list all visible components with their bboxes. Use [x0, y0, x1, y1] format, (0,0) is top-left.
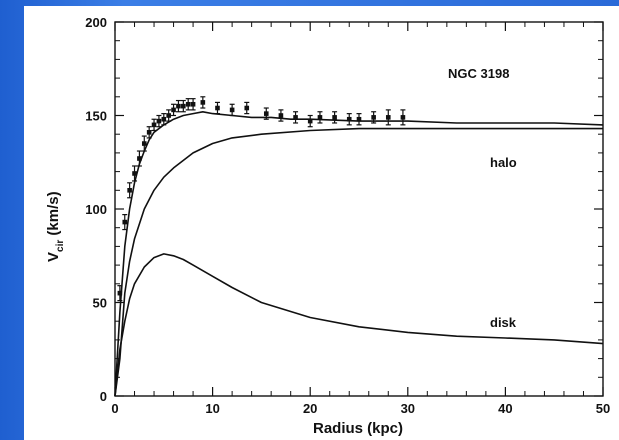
x-axis-title: Radius (kpc) — [313, 420, 403, 437]
data-point — [146, 130, 152, 135]
x-tick-label: 20 — [303, 401, 317, 416]
observed-points — [117, 96, 406, 302]
y-axis-title-sub: cir — [55, 240, 66, 252]
data-point — [151, 122, 157, 128]
y-tick-label: 150 — [85, 109, 107, 124]
data-point — [356, 116, 362, 122]
data-point — [185, 101, 191, 107]
data-point — [332, 115, 337, 120]
x-tick-label: 50 — [596, 401, 610, 416]
curve-disk — [114, 253, 604, 397]
data-point — [127, 188, 132, 193]
svg-text:Vcir (km/s): Vcir (km/s) — [45, 191, 66, 262]
data-point — [132, 171, 137, 176]
y-tick-label: 0 — [100, 389, 107, 404]
data-point — [141, 141, 147, 146]
data-point — [307, 118, 313, 124]
data-point — [385, 115, 391, 120]
data-point — [229, 107, 235, 113]
x-tick-label: 0 — [111, 401, 118, 416]
data-point — [317, 115, 323, 120]
curve-halo — [114, 127, 603, 397]
data-point — [161, 116, 167, 122]
model-curves — [114, 111, 604, 397]
data-point — [190, 101, 196, 107]
data-point — [293, 115, 298, 120]
plot-frame — [114, 21, 604, 397]
data-point — [278, 113, 284, 118]
data-point — [122, 219, 128, 225]
data-point — [137, 156, 142, 161]
data-point — [176, 103, 181, 109]
data-point — [244, 105, 250, 111]
data-point — [171, 107, 176, 113]
axis-ticks — [114, 21, 604, 397]
y-tick-label: 100 — [85, 202, 107, 217]
y-axis-title-main: V — [45, 252, 62, 262]
data-point — [166, 113, 171, 118]
data-point — [400, 115, 406, 120]
x-tick-label: 10 — [205, 401, 219, 416]
data-point — [263, 111, 269, 116]
galaxy-name-label: NGC 3198 — [448, 66, 509, 81]
x-tick-label: 40 — [498, 401, 512, 416]
axis-labels: 0 10 20 30 40 50 0 50 100 150 200 — [85, 15, 610, 416]
y-axis-title: Vcir (km/s) — [45, 191, 66, 262]
x-tick-label: 30 — [401, 401, 415, 416]
data-point — [181, 103, 186, 109]
data-point — [117, 290, 123, 296]
data-point — [200, 100, 206, 105]
curve-total — [114, 111, 604, 397]
data-point — [346, 116, 352, 122]
y-tick-label: 50 — [93, 296, 107, 311]
disk-curve-label: disk — [490, 315, 517, 330]
halo-curve-label: halo — [490, 155, 517, 170]
data-point — [156, 118, 162, 124]
y-axis-title-unit: (km/s) — [45, 191, 62, 239]
data-point — [215, 105, 220, 111]
plot-border — [114, 21, 604, 397]
data-point — [371, 115, 376, 120]
y-tick-label: 200 — [85, 15, 107, 30]
